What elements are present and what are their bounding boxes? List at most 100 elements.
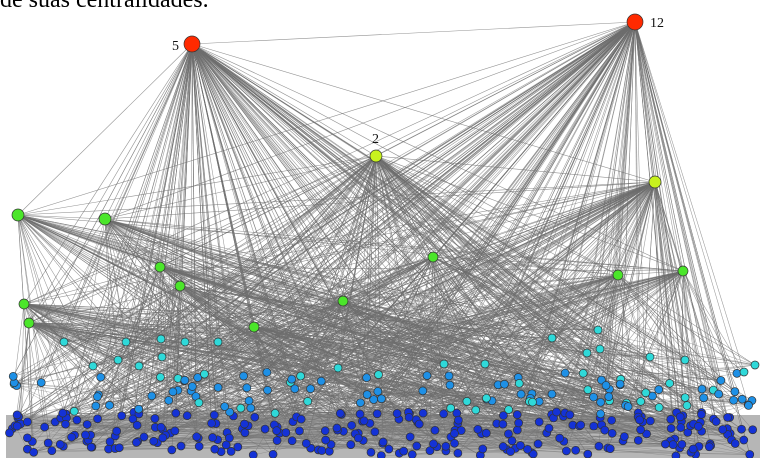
node-dark-blue	[355, 409, 365, 419]
node-blue	[422, 371, 432, 380]
node-dark-blue	[23, 417, 32, 427]
graph-edge	[296, 300, 344, 417]
node-dark-blue	[240, 428, 250, 438]
node-dark-blue	[412, 441, 422, 451]
node-dark-blue	[516, 441, 525, 450]
graph-edge	[14, 322, 30, 426]
graph-edge	[17, 214, 756, 366]
node-blue	[290, 384, 300, 394]
graph-edge	[17, 322, 30, 419]
graph-edge	[654, 181, 666, 445]
graph-edge	[195, 393, 719, 397]
node-dark-blue	[81, 430, 90, 440]
node-cyan	[134, 361, 144, 371]
graph-edge	[63, 285, 181, 343]
node-blue	[680, 393, 690, 402]
node-blue	[262, 367, 272, 377]
node-dark-blue	[405, 432, 415, 442]
graph-edge	[17, 214, 268, 391]
graph-edge	[191, 43, 675, 440]
node-blue	[296, 371, 305, 381]
node-cyan	[582, 348, 592, 358]
node-dark-blue	[441, 441, 451, 451]
graph-edge	[191, 43, 377, 157]
graph-edge	[432, 256, 702, 432]
graph-edge	[291, 274, 619, 380]
graph-edge	[342, 300, 641, 402]
graph-edge	[192, 386, 382, 399]
node-green-yellow	[648, 175, 662, 189]
graph-edge	[634, 21, 745, 373]
graph-edge	[634, 21, 686, 361]
graph-edge	[63, 326, 255, 343]
node-dark-blue	[636, 425, 645, 435]
node-dark-blue	[296, 414, 306, 424]
node-dark-blue	[583, 449, 593, 458]
node-dark-blue	[414, 419, 424, 429]
node-dark-blue	[745, 450, 755, 458]
graph-edge	[342, 300, 756, 366]
node-dark-blue	[661, 439, 670, 449]
node-dark-blue	[194, 442, 204, 451]
graph-edge	[217, 300, 344, 343]
node-dark-blue	[40, 422, 49, 432]
graph-edge	[179, 285, 588, 354]
node-blue	[194, 398, 204, 408]
node-blue	[744, 401, 753, 410]
node-cyan	[750, 360, 760, 370]
node-cyan	[480, 359, 490, 369]
graph-edge	[597, 270, 684, 331]
graph-edge	[76, 256, 434, 421]
graph-edge	[17, 155, 377, 216]
node-dark-blue	[139, 432, 149, 442]
node-blue	[306, 384, 315, 394]
graph-edge	[16, 21, 636, 416]
node-dark-blue	[23, 433, 32, 443]
graph-nodes	[5, 13, 760, 458]
node-dark-blue	[354, 433, 363, 443]
node-dark-blue	[378, 437, 388, 447]
graph-edge	[74, 155, 377, 412]
node-dark-blue	[607, 415, 616, 425]
node-blue	[239, 371, 248, 381]
graph-edge	[161, 356, 612, 421]
graph-edge	[28, 322, 584, 374]
node-blue	[729, 395, 738, 405]
node-blue	[682, 401, 692, 410]
node-dark-blue	[704, 442, 714, 452]
graph-edge	[654, 181, 719, 395]
graph-edge	[593, 21, 636, 427]
graph-edge	[324, 21, 636, 431]
node-blue	[697, 384, 707, 394]
node-dark-blue	[697, 410, 706, 419]
node-dark-blue	[370, 427, 380, 437]
node-dark-blue	[737, 424, 746, 434]
graph-edge	[104, 218, 119, 361]
node-blue	[303, 397, 313, 406]
node-blue	[604, 392, 614, 401]
graph-edge	[191, 43, 728, 435]
graph-edge	[17, 214, 106, 220]
graph-edge	[597, 329, 682, 422]
graph-edge	[617, 274, 659, 390]
graph-edge	[17, 390, 192, 416]
graph-edge	[375, 155, 722, 381]
node-cyan	[121, 337, 131, 347]
node-dark-blue	[499, 411, 508, 420]
node-dark-blue	[347, 421, 356, 430]
graph-edge	[13, 303, 25, 385]
node-dark-blue	[450, 438, 459, 448]
node-dark-blue	[117, 411, 127, 421]
graph-edge	[191, 43, 736, 392]
node-dark-blue	[301, 439, 311, 448]
graph-edge	[125, 341, 602, 381]
graph-edge	[342, 300, 487, 434]
graph-edge	[23, 303, 162, 340]
graph-edge	[17, 214, 33, 442]
node-dark-blue	[594, 441, 604, 451]
graph-edge	[634, 21, 701, 423]
node-dark-blue	[404, 412, 414, 422]
node-dark-blue	[666, 414, 676, 424]
node-dark-blue	[439, 409, 448, 419]
